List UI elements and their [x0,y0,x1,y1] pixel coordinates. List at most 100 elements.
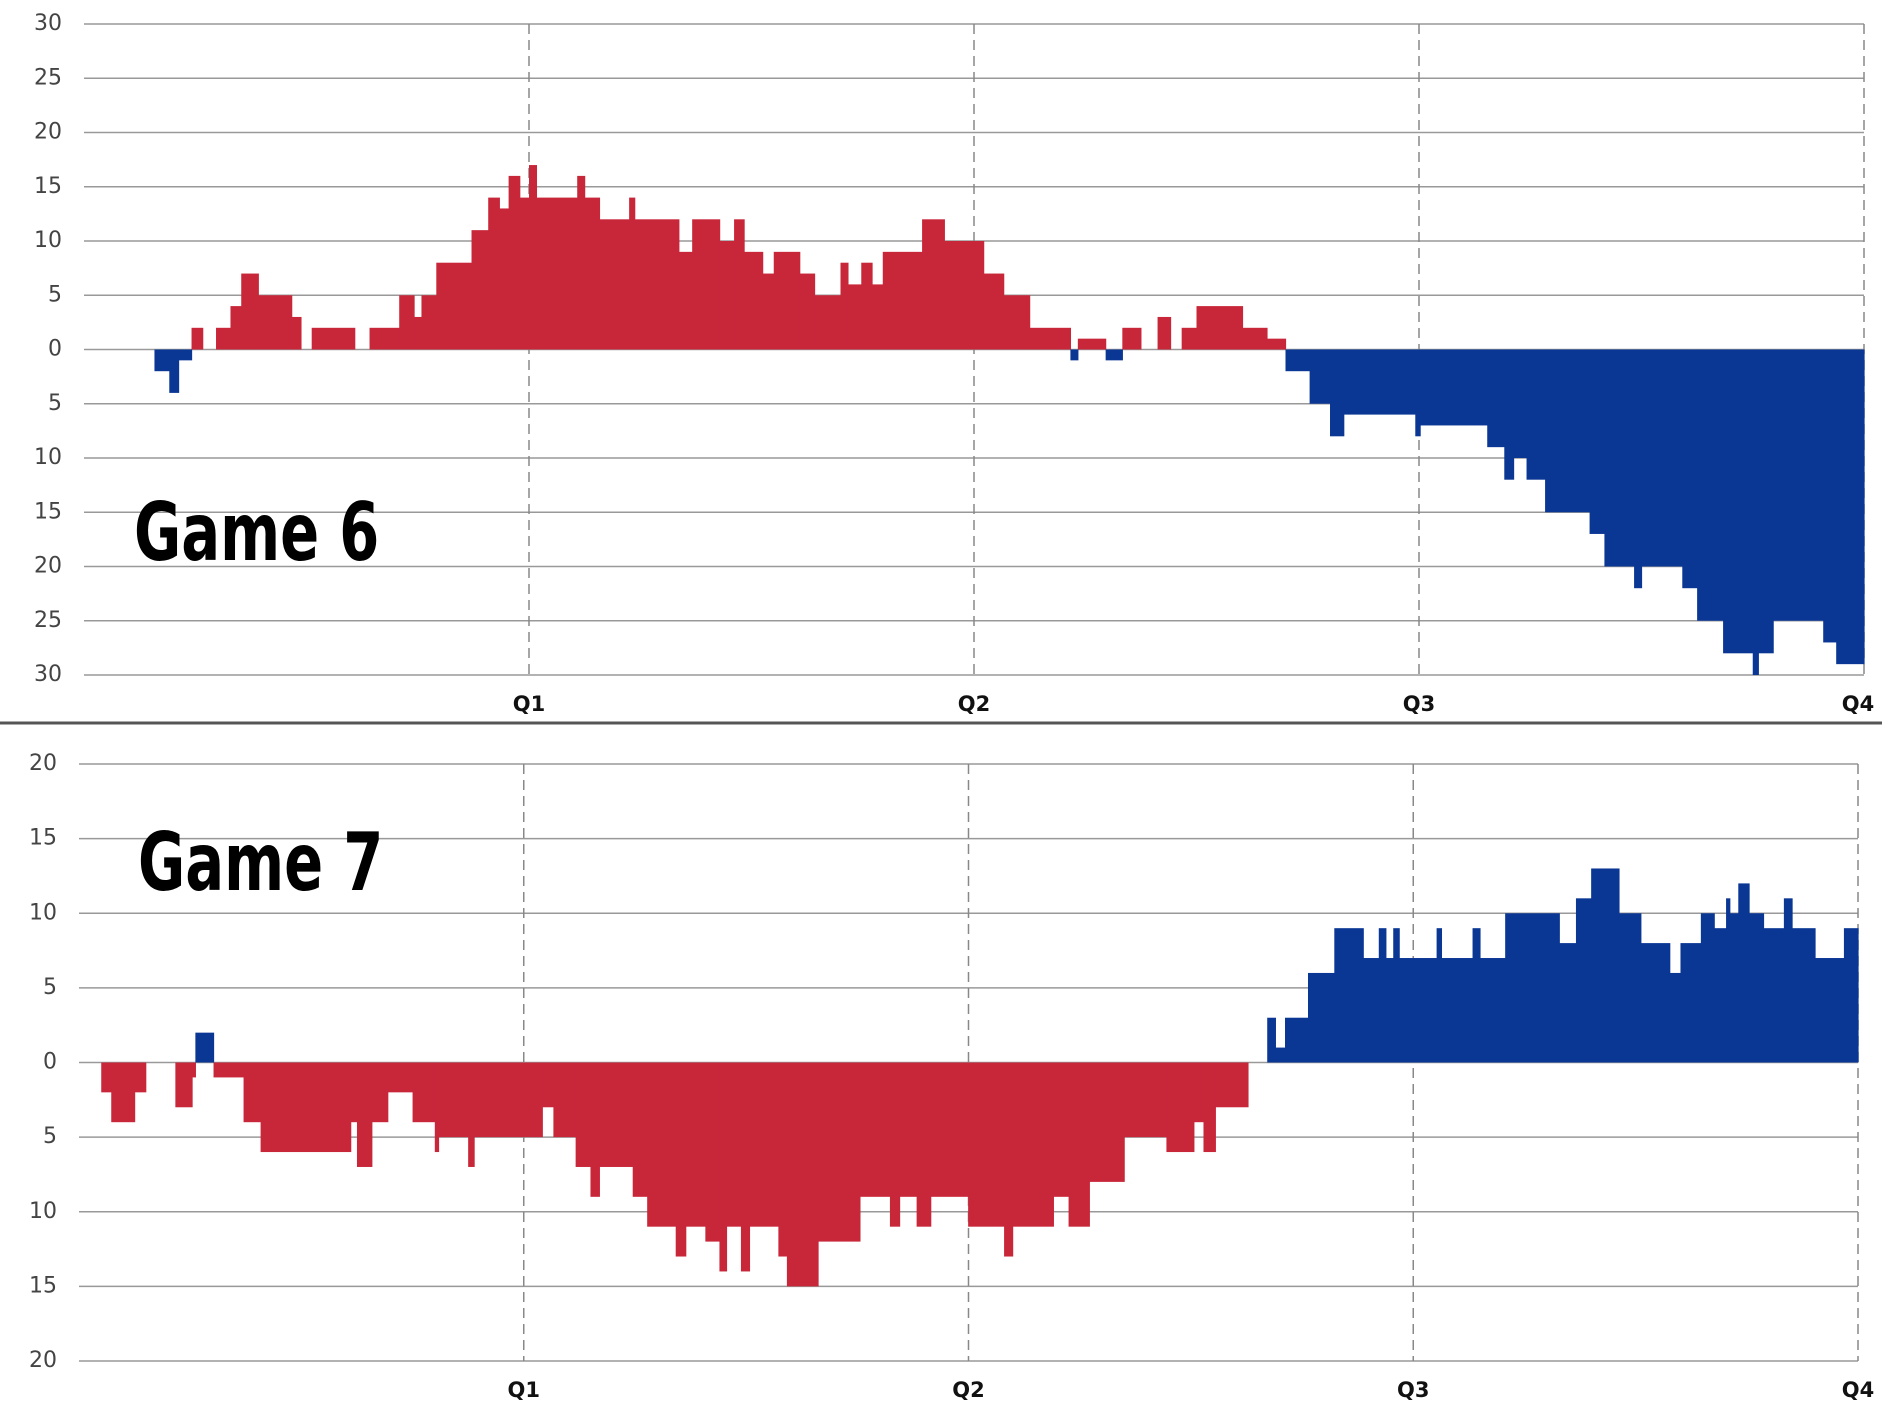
step-bar [387,1062,414,1093]
step-bar [675,1062,687,1257]
step-bar [1193,1062,1205,1123]
step-bar [1697,349,1724,621]
step-bar [1505,913,1560,1063]
step-bar [1309,349,1331,404]
y-tick-label: 30 [34,662,62,687]
step-bar [1815,958,1845,1063]
step-bar [529,165,538,350]
step-bar [553,1062,577,1138]
y-tick-label: 10 [34,228,62,253]
x-tick-label: Q1 [508,1378,540,1402]
step-bar [1029,327,1072,350]
step-bar [169,349,180,393]
step-bar [356,1062,373,1167]
step-bar [1157,316,1172,350]
step-bar [762,273,775,350]
step-bar [101,1062,112,1093]
y-tick-label: 20 [29,1348,57,1373]
step-bar [1792,928,1816,1063]
step-bar [629,197,636,350]
step-bar [291,316,302,350]
step-bar [191,327,204,350]
step-bar [1545,349,1591,513]
y-tick-label: 0 [48,337,62,362]
step-bar [1634,349,1643,589]
step-bar [1053,1062,1070,1197]
step-bar [438,1062,469,1138]
step-bar [468,1062,475,1167]
step-bar [647,1062,677,1227]
step-bar [818,1062,861,1242]
step-bar [916,1062,932,1227]
step-bar [634,219,680,350]
step-bar [1526,349,1546,480]
step-bar [1181,327,1198,350]
step-bar [1343,349,1416,415]
step-bar [1242,327,1268,350]
step-bar [241,273,259,350]
step-bar [1682,349,1698,589]
step-bar [840,262,849,350]
step-bar [1068,1062,1090,1227]
step-bar [1122,327,1142,350]
step-bar [1559,943,1577,1063]
step-bar [1441,958,1474,1063]
step-bar [1399,958,1438,1063]
step-bar [471,230,489,350]
step-bar [1363,958,1380,1063]
y-tick-label: 25 [34,608,62,633]
step-bar [1783,898,1793,1063]
step-bar [861,262,873,350]
step-bar [488,197,500,350]
step-bar [1763,928,1785,1063]
step-bar [685,1062,706,1227]
step-bar [1723,349,1754,654]
y-tick-label: 5 [43,975,57,1000]
step-bar [474,1062,543,1138]
y-tick-label: 10 [34,445,62,470]
step-bar [1285,349,1311,372]
step-bar [175,1062,193,1108]
step-bar [1504,349,1515,480]
step-bar [1479,958,1506,1063]
step-bar [1004,1062,1014,1257]
step-bar [1385,958,1394,1063]
step-bar [1729,913,1739,1063]
step-bar [859,1062,891,1197]
step-bar [773,251,801,350]
step-bar [1752,349,1759,675]
x-tick-label: Q4 [1842,692,1874,716]
step-bar [499,208,510,350]
y-tick-label: 5 [48,282,62,307]
step-bar [814,295,842,350]
step-bar [749,1062,779,1227]
chart-title: Game 7 [138,816,383,909]
step-bar [1267,1017,1276,1063]
step-bar [1334,928,1364,1063]
step-bar [1420,349,1488,426]
step-bar [111,1062,136,1123]
step-bar [922,219,945,350]
step-bar [1680,943,1702,1063]
step-bar [575,1062,592,1167]
step-bar [1124,1062,1168,1138]
step-bar [1378,928,1387,1063]
step-bar [1589,349,1606,534]
y-tick-label: 15 [29,826,57,851]
step-bar [847,284,862,350]
x-tick-label: Q1 [513,692,545,716]
y-tick-label: 20 [34,554,62,579]
step-bar [216,327,232,350]
step-bar [1070,349,1079,361]
step-bar [799,273,816,350]
step-bar [1275,1047,1286,1063]
step-bar [542,1062,554,1108]
y-tick-label: 5 [43,1124,57,1149]
step-bar [1393,928,1400,1063]
y-tick-label: 10 [29,900,57,925]
step-bar [719,241,735,350]
step-bar [311,327,356,350]
step-bar [968,1062,1005,1227]
step-bar [230,306,242,350]
